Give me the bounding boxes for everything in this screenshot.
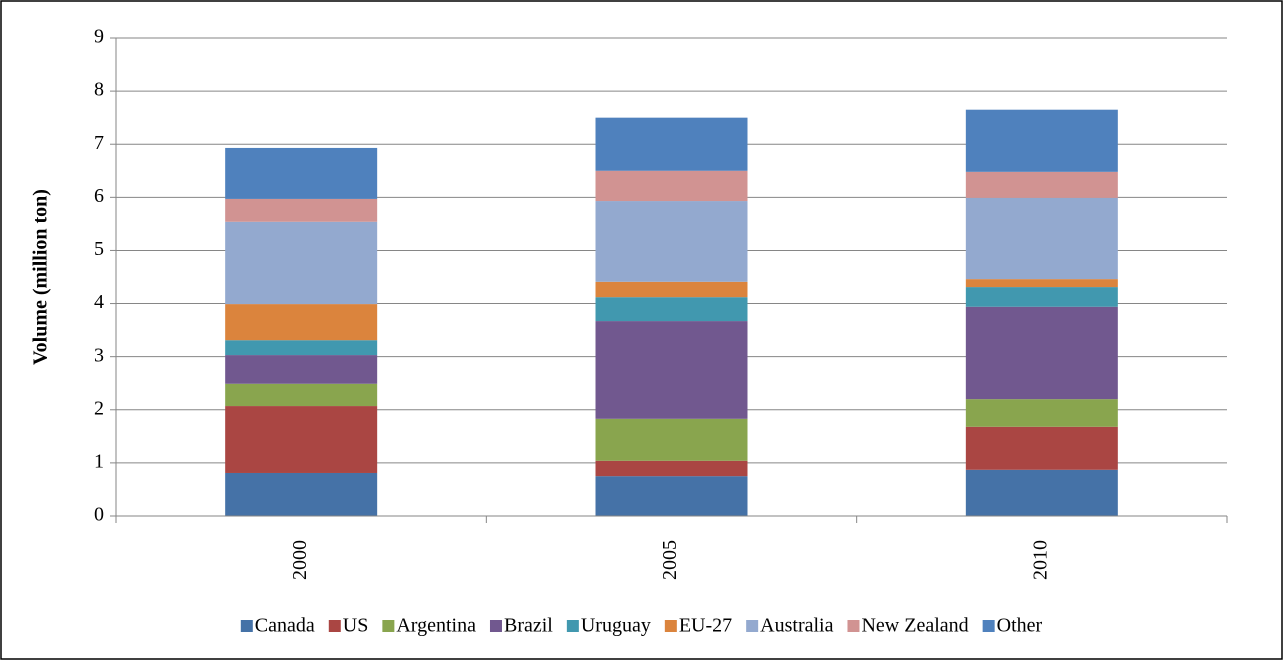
legend-label: Argentina <box>396 615 476 637</box>
bar-segment <box>595 201 748 282</box>
bar-segment <box>225 406 378 473</box>
y-tick-label: 4 <box>94 291 104 313</box>
bar-segment <box>965 197 1118 280</box>
bar-segment <box>595 170 748 202</box>
legend-label: Other <box>997 615 1043 637</box>
bar-segment <box>225 355 378 384</box>
bar-segment <box>225 383 378 407</box>
bar-segment <box>965 171 1118 198</box>
bar-segment <box>965 306 1118 400</box>
legend-swatch <box>847 620 860 632</box>
bar-segment <box>225 304 378 341</box>
legend-label: Australia <box>760 615 833 637</box>
bar-segment <box>965 426 1118 470</box>
legend-label: Canada <box>255 615 315 637</box>
bar-segment <box>595 297 748 322</box>
legend-swatch <box>746 620 759 632</box>
bar-segment <box>595 117 748 171</box>
y-tick-label: 6 <box>94 185 104 207</box>
y-tick-label: 1 <box>94 450 104 472</box>
bar-segment <box>595 281 748 298</box>
legend-label: Uruguay <box>581 615 651 637</box>
bar-segment <box>595 418 748 461</box>
bar-segment <box>595 460 748 477</box>
legend-swatch <box>664 620 677 632</box>
y-axis-title: Volume (million ton) <box>30 189 52 365</box>
bar-segment <box>595 321 748 419</box>
legend-swatch <box>489 620 502 632</box>
legend-swatch <box>982 620 995 632</box>
bar-segment <box>225 198 378 222</box>
x-tick-label: 2000 <box>289 540 311 580</box>
y-tick-label: 8 <box>94 79 104 101</box>
legend-swatch <box>382 620 395 632</box>
legend-label: Brazil <box>504 615 553 637</box>
legend-label: US <box>343 615 369 637</box>
legend-label: New Zealand <box>861 615 968 637</box>
bar-segment <box>965 109 1118 172</box>
bar-segment <box>225 221 378 305</box>
y-tick-label: 2 <box>94 397 104 419</box>
y-tick-label: 7 <box>94 132 104 154</box>
bar-segment <box>225 147 378 199</box>
bar-segment <box>965 399 1118 427</box>
legend-label: EU-27 <box>679 615 732 637</box>
bar-segment <box>225 472 378 516</box>
y-tick-label: 5 <box>94 238 104 260</box>
x-tick-label: 2010 <box>1029 540 1051 580</box>
bar-segment <box>965 279 1118 288</box>
legend: Canada US Argentina Brazil Uruguay EU-27 Austr… <box>240 615 1043 637</box>
bar-segment <box>595 476 748 516</box>
y-tick-label: 3 <box>94 344 104 366</box>
x-tick-label: 2005 <box>659 540 681 580</box>
legend-swatch <box>240 620 253 632</box>
legend-swatch <box>566 620 579 632</box>
bar-segment <box>225 340 378 356</box>
y-tick-label: 0 <box>94 504 104 526</box>
bar-segment <box>965 469 1118 516</box>
bar-segment <box>965 287 1118 307</box>
y-tick-label: 9 <box>94 26 104 48</box>
legend-swatch <box>328 620 341 632</box>
